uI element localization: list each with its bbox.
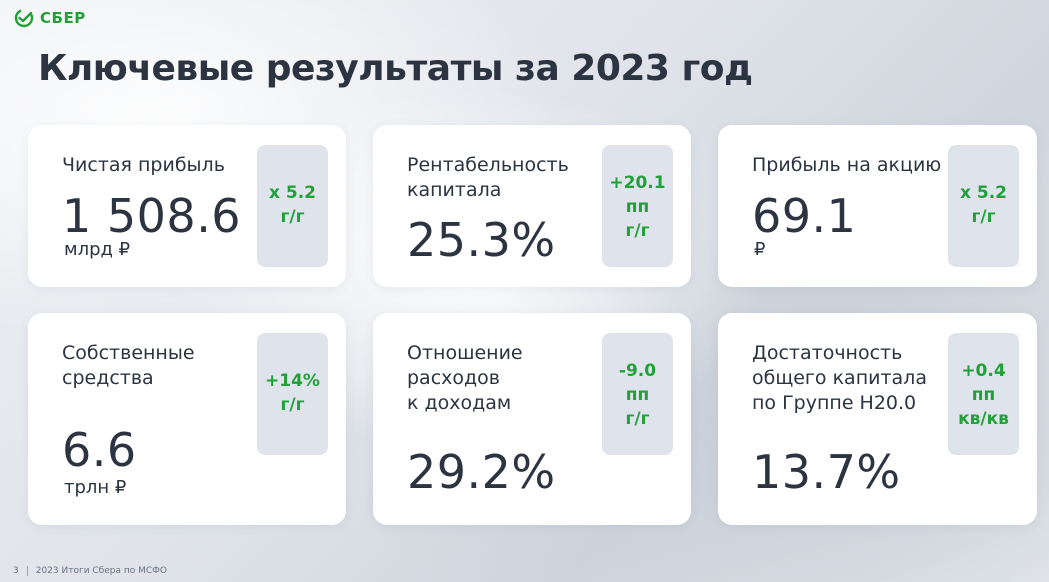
logo-text: СБЕР [40, 9, 86, 27]
card-cir: Отношение расходов к доходам 29.2% -9.0 … [373, 313, 691, 525]
footer-text: 2023 Итоги Сбера по МСФО [35, 566, 168, 576]
card-value: 29.2% [407, 445, 556, 499]
card-eps: Прибыль на акцию 69.1 ₽ x 5.2 г/г [718, 125, 1037, 287]
card-capital-adequacy: Достаточность общего капитала по Группе … [718, 313, 1037, 525]
card-label: Чистая прибыль [62, 154, 225, 176]
sber-check-icon [14, 8, 34, 28]
change-badge-text: +20.1 пп г/г [609, 173, 666, 241]
card-label: Достаточность общего капитала по Группе … [752, 342, 927, 414]
footer-divider [26, 566, 28, 576]
footer: 3 2023 Итоги Сбера по МСФО [13, 566, 167, 576]
card-unit: млрд ₽ [64, 239, 131, 260]
card-label: Рентабельность капитала [407, 154, 569, 201]
card-label: Прибыль на акцию [752, 154, 942, 176]
card-roe: Рентабельность капитала 25.3% +20.1 пп г… [373, 125, 691, 287]
change-badge: +0.4 пп кв/кв [948, 333, 1019, 455]
sber-logo: СБЕР [14, 8, 86, 28]
card-value: 1 508.6 [62, 189, 242, 243]
change-badge: x 5.2 г/г [948, 145, 1019, 267]
card-value: 69.1 [752, 189, 857, 243]
page-title: Ключевые результаты за 2023 год [38, 48, 753, 89]
change-badge-text: +14% г/г [265, 371, 320, 415]
change-badge: +20.1 пп г/г [602, 145, 673, 267]
change-badge: +14% г/г [257, 333, 328, 455]
card-net-profit: Чистая прибыль 1 508.6 млрд ₽ x 5.2 г/г [28, 125, 346, 287]
change-badge-text: x 5.2 г/г [269, 183, 316, 227]
card-value: 25.3% [407, 213, 556, 267]
card-unit: трлн ₽ [64, 477, 127, 498]
card-equity: Собственные средства 6.6 трлн ₽ +14% г/г [28, 313, 346, 525]
card-value: 13.7% [752, 445, 901, 499]
change-badge-text: -9.0 пп г/г [618, 361, 657, 429]
card-unit: ₽ [754, 239, 766, 260]
card-value: 6.6 [62, 423, 137, 477]
card-label: Собственные средства [62, 342, 195, 389]
change-badge-text: x 5.2 г/г [960, 183, 1007, 227]
change-badge: x 5.2 г/г [257, 145, 328, 267]
change-badge: -9.0 пп г/г [602, 333, 673, 455]
card-label: Отношение расходов к доходам [407, 342, 523, 414]
change-badge-text: +0.4 пп кв/кв [958, 361, 1009, 429]
page-number: 3 [13, 566, 19, 576]
